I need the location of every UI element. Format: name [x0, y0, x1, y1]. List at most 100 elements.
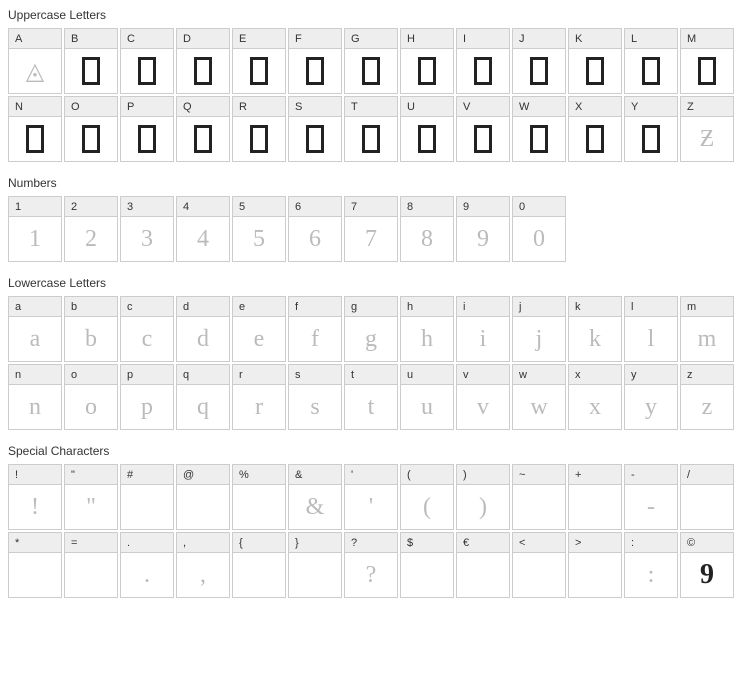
glyph-cell[interactable]: tt — [344, 364, 398, 430]
glyph-cell[interactable]: !! — [8, 464, 62, 530]
glyph-preview: 4 — [177, 217, 229, 261]
glyph-preview — [289, 553, 341, 597]
glyph-cell[interactable]: R — [232, 96, 286, 162]
glyph-cell[interactable]: S — [288, 96, 342, 162]
glyph-cell[interactable]: :: — [624, 532, 678, 598]
glyph-cell[interactable]: % — [232, 464, 286, 530]
glyph-label: U — [401, 97, 453, 117]
glyph-cell[interactable]: F — [288, 28, 342, 94]
glyph-label: 6 — [289, 197, 341, 217]
glyph-cell[interactable]: Y — [624, 96, 678, 162]
glyph-cell[interactable]: Q — [176, 96, 230, 162]
glyph-cell[interactable]: T — [344, 96, 398, 162]
missing-glyph-icon — [642, 57, 660, 85]
glyph-cell[interactable]: B — [64, 28, 118, 94]
glyph-cell[interactable]: yy — [624, 364, 678, 430]
glyph-label: E — [233, 29, 285, 49]
section-title: Uppercase Letters — [8, 8, 740, 22]
glyph-cell[interactable]: ©9 — [680, 532, 734, 598]
glyph-cell[interactable]: -- — [624, 464, 678, 530]
glyph-cell[interactable]: H — [400, 28, 454, 94]
glyph-cell[interactable]: 66 — [288, 196, 342, 262]
glyph-cell[interactable]: 33 — [120, 196, 174, 262]
glyph-cell[interactable]: L — [624, 28, 678, 94]
glyph-cell[interactable]: qq — [176, 364, 230, 430]
glyph-cell[interactable]: V — [456, 96, 510, 162]
glyph-cell[interactable]: / — [680, 464, 734, 530]
glyph-cell[interactable]: kk — [568, 296, 622, 362]
glyph-cell[interactable]: P — [120, 96, 174, 162]
glyph-cell[interactable]: 22 — [64, 196, 118, 262]
glyph-cell[interactable]: "" — [64, 464, 118, 530]
glyph-cell[interactable]: 99 — [456, 196, 510, 262]
glyph-cell[interactable]: ZƵ — [680, 96, 734, 162]
glyph-cell[interactable]: K — [568, 28, 622, 94]
glyph-cell[interactable]: I — [456, 28, 510, 94]
glyph-cell[interactable]: nn — [8, 364, 62, 430]
glyph-cell[interactable]: > — [568, 532, 622, 598]
glyph-cell[interactable]: A◬ — [8, 28, 62, 94]
glyph-cell[interactable]: C — [120, 28, 174, 94]
glyph-cell[interactable]: ff — [288, 296, 342, 362]
glyph-cell[interactable]: < — [512, 532, 566, 598]
glyph-preview — [457, 553, 509, 597]
glyph-cell[interactable]: + — [568, 464, 622, 530]
glyph-cell[interactable]: U — [400, 96, 454, 162]
glyph-cell[interactable]: ee — [232, 296, 286, 362]
glyph-cell[interactable]: gg — [344, 296, 398, 362]
glyph-cell[interactable]: '' — [344, 464, 398, 530]
glyph-cell[interactable]: ii — [456, 296, 510, 362]
glyph-cell[interactable]: cc — [120, 296, 174, 362]
glyph-cell[interactable]: )) — [456, 464, 510, 530]
glyph-cell[interactable]: X — [568, 96, 622, 162]
glyph-cell[interactable]: ss — [288, 364, 342, 430]
glyph-cell[interactable]: O — [64, 96, 118, 162]
glyph-cell[interactable]: xx — [568, 364, 622, 430]
glyph-cell[interactable]: 44 — [176, 196, 230, 262]
glyph-cell[interactable]: aa — [8, 296, 62, 362]
glyph-cell[interactable]: hh — [400, 296, 454, 362]
glyph-cell[interactable]: € — [456, 532, 510, 598]
glyph-cell[interactable]: pp — [120, 364, 174, 430]
glyph-grid: aabbccddeeffgghhiijjkkllmm nnooppqqrrsstt… — [8, 296, 740, 430]
glyph-cell[interactable]: zz — [680, 364, 734, 430]
glyph-cell[interactable]: ~ — [512, 464, 566, 530]
glyph-grid: !!""#@%&&''(())~+--/*=..,,{}??$€<>::©9 — [8, 464, 740, 598]
glyph-cell[interactable]: W — [512, 96, 566, 162]
glyph-cell[interactable]: bb — [64, 296, 118, 362]
glyph-cell[interactable]: } — [288, 532, 342, 598]
glyph-cell[interactable]: 00 — [512, 196, 566, 262]
glyph-cell[interactable]: vv — [456, 364, 510, 430]
glyph-cell[interactable]: ww — [512, 364, 566, 430]
section-title: Special Characters — [8, 444, 740, 458]
glyph-cell[interactable]: $ — [400, 532, 454, 598]
glyph-cell[interactable]: jj — [512, 296, 566, 362]
glyph-cell[interactable]: 11 — [8, 196, 62, 262]
glyph-cell[interactable]: && — [288, 464, 342, 530]
glyph-cell[interactable]: .. — [120, 532, 174, 598]
glyph-cell[interactable]: ll — [624, 296, 678, 362]
glyph-cell[interactable]: uu — [400, 364, 454, 430]
glyph-cell[interactable]: 88 — [400, 196, 454, 262]
glyph-cell[interactable]: = — [64, 532, 118, 598]
glyph-cell[interactable]: D — [176, 28, 230, 94]
glyph-cell[interactable]: ,, — [176, 532, 230, 598]
glyph-cell[interactable]: G — [344, 28, 398, 94]
glyph-cell[interactable]: mm — [680, 296, 734, 362]
glyph-cell[interactable]: # — [120, 464, 174, 530]
glyph-char: 5 — [253, 226, 265, 253]
glyph-cell[interactable]: oo — [64, 364, 118, 430]
glyph-cell[interactable]: ?? — [344, 532, 398, 598]
glyph-cell[interactable]: rr — [232, 364, 286, 430]
glyph-cell[interactable]: N — [8, 96, 62, 162]
glyph-cell[interactable]: E — [232, 28, 286, 94]
glyph-cell[interactable]: { — [232, 532, 286, 598]
glyph-cell[interactable]: M — [680, 28, 734, 94]
glyph-cell[interactable]: @ — [176, 464, 230, 530]
glyph-cell[interactable]: dd — [176, 296, 230, 362]
glyph-cell[interactable]: (( — [400, 464, 454, 530]
glyph-cell[interactable]: J — [512, 28, 566, 94]
glyph-cell[interactable]: 55 — [232, 196, 286, 262]
glyph-cell[interactable]: 77 — [344, 196, 398, 262]
glyph-cell[interactable]: * — [8, 532, 62, 598]
